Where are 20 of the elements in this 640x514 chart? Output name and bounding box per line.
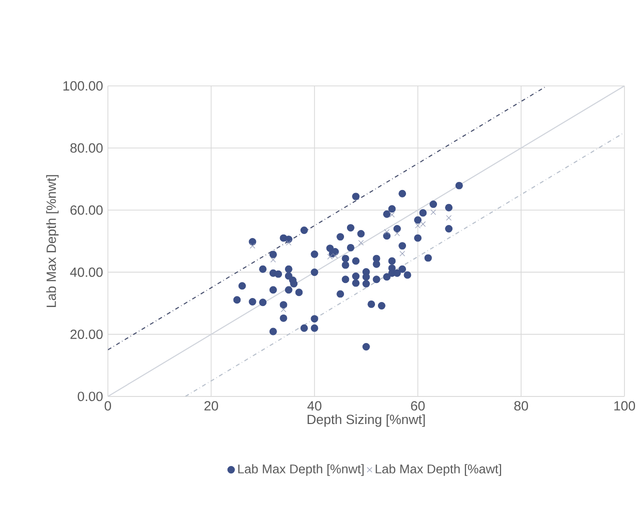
y-tick-label: 0.00 <box>78 392 103 402</box>
x-axis-title: Depth Sizing [%nwt] <box>308 414 425 427</box>
y-axis-title: Lab Max Depth [%nwt] <box>46 175 59 307</box>
x-tick-label: 20 <box>204 401 218 410</box>
y-tick-label: 20.00 <box>70 329 103 339</box>
point <box>446 215 452 220</box>
x-tick-label: 0 <box>104 401 112 410</box>
x-tick-label: 100 <box>614 401 636 410</box>
x-tick-label: 60 <box>411 401 425 410</box>
y-tick-label: 80.00 <box>70 143 103 153</box>
legend-label: Lab Max Depth [%nwt] <box>238 464 364 476</box>
y-tick-label: 40.00 <box>70 267 103 277</box>
legend-label: Lab Max Depth [%awt] <box>376 464 502 476</box>
x-tick-label: 80 <box>514 401 528 410</box>
y-tick-label: 100.00 <box>63 81 103 90</box>
point <box>400 250 406 256</box>
point <box>358 240 364 246</box>
point <box>430 209 436 215</box>
x-tick-label: 40 <box>307 401 322 410</box>
y-tick-label: 60.00 <box>70 205 103 215</box>
